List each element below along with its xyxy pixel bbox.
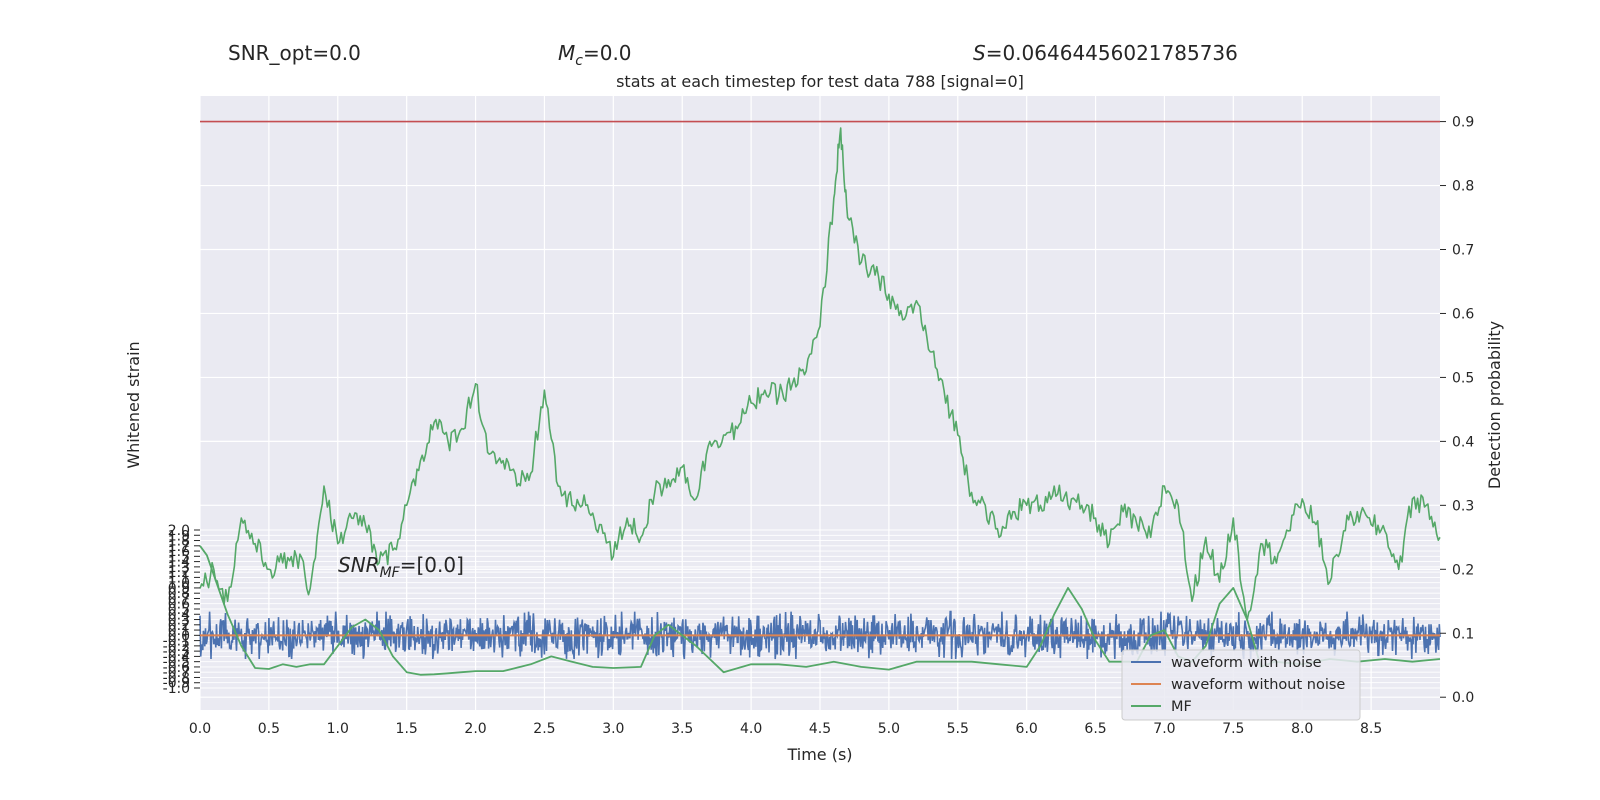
x-tick-label: 2.5 [533,721,555,737]
y-right-tick-label: 0.1 [1452,626,1474,642]
x-tick-label: 7.5 [1222,721,1244,737]
y-left-tick-label: 1.8 [168,534,190,550]
y-left-tick-label: -0.9 [163,676,190,692]
y-left-tick-label: 0.1 [168,623,190,639]
y-right-tick-label: 0.4 [1452,434,1474,450]
x-tick-label: 3.0 [602,721,624,737]
y-right-tick-label: 0.2 [1452,562,1474,578]
y-left-tick-label: -0.6 [163,660,190,676]
chirp-mass-label: Mc=0.0 [558,41,632,69]
x-tick-label: 8.5 [1360,721,1382,737]
mf-line [199,545,1441,676]
x-tick-label: 5.0 [878,721,900,737]
y-left-tick-label: 0.8 [168,586,190,602]
x-tick-label: 4.5 [809,721,831,737]
s-value-label: S=0.06464456021785736 [973,41,1238,65]
mc-symbol: M [558,41,575,65]
detection-probability-line [199,127,1441,622]
x-tick-label: 3.5 [671,721,693,737]
y-left-tick-label: 1.1 [168,570,190,586]
y-left-tick-label: -1.0 [163,681,190,697]
y-left-tick-label: -0.1 [163,634,190,650]
y-axis-left-label: Whitened strain [124,341,143,468]
y-right-tick-label: 0.6 [1452,306,1474,322]
x-tick-label: 2.0 [464,721,486,737]
x-tick-label: 4.0 [740,721,762,737]
y-left-tick-label: -0.5 [163,655,190,671]
y-left-tick-label: -0.2 [163,639,190,655]
y-left-tick-label: 1.0 [168,576,190,592]
y-left-tick-label: 0.6 [168,597,190,613]
x-tick-label: 5.5 [947,721,969,737]
y-left-tick-label: 1.3 [168,560,190,576]
x-tick-label: 1.0 [327,721,349,737]
y-left-tick-label: 1.2 [168,565,190,581]
y-left-tick-label: 1.9 [168,528,190,544]
y-left-tick-label: -0.3 [163,644,190,660]
y-left-tick-label: 0.4 [168,607,190,623]
x-axis-label: Time (s) [786,745,852,764]
y-left-tick-label: 0.7 [168,591,190,607]
snr-mf-subscript: MF [380,565,401,581]
mc-value: =0.0 [583,41,632,65]
y-right-tick-label: 0.3 [1452,498,1474,514]
y-left-tick-label: 1.6 [168,544,190,560]
x-tick-label: 7.0 [1153,721,1175,737]
axis-ticks: 0.0 0.5 1.0 1.5 2.0 2.5 3.0 3.5 4.0 4.5 5.0 5.5 6.0 6… [163,115,1475,737]
x-tick-label: 0.5 [258,721,280,737]
y-right-tick-label: 0.9 [1452,115,1474,131]
snr-mf-annotation: SNRMF=[0.0] [338,553,464,581]
y-left-tick-label: 1.7 [168,539,190,555]
series-waveform-with-noise [199,610,1441,660]
y-right-tick-label: 0.0 [1452,690,1474,706]
y-left-tick-label: -0.7 [163,665,190,681]
waveform-with-noise-line [199,610,1441,660]
y-left-tick-label: 0.5 [168,602,190,618]
x-tick-label: 1.5 [396,721,418,737]
s-value: =0.06464456021785736 [986,41,1238,65]
x-tick-label: 6.5 [1084,721,1106,737]
chart-title: stats at each timestep for test data 788… [616,72,1024,91]
x-tick-label: 0.0 [189,721,211,737]
x-tick-label: 8.0 [1291,721,1313,737]
snr-mf-prefix: SNR [338,553,380,577]
snr-mf-value: =[0.0] [400,553,464,577]
y-right-tick-label: 0.7 [1452,243,1474,259]
legend-box [1121,649,1361,721]
y-left-tick-label: 0.0 [168,628,190,644]
y-right-tick-label: 0.8 [1452,179,1474,195]
series-mf [199,545,1441,676]
y-left-tick-label: 0.3 [168,613,190,629]
legend-label-mf: MF [1171,699,1192,715]
y-left-tick-label: 1.5 [168,549,190,565]
y-left-tick-label: -0.8 [163,670,190,686]
x-tick-label: 6.0 [1016,721,1038,737]
s-symbol: S [973,41,986,65]
y-left-tick-label: 0.2 [168,618,190,634]
series-detection-probability [199,127,1441,622]
y-right-tick-label: 0.5 [1452,370,1474,386]
y-left-tick-label: 2.0 [168,523,190,539]
y-left-tick-label: 1.4 [168,555,190,571]
y-axis-right-label: Detection probability [1485,321,1504,489]
legend-label-waveform-with-noise: waveform with noise [1171,655,1322,671]
legend: waveform with noise waveform without noi… [1121,649,1361,721]
y-left-tick-label: 0.9 [168,581,190,597]
snr-opt-label: SNR_opt=0.0 [228,41,361,65]
y-left-tick-label: -0.4 [163,649,190,665]
legend-label-waveform-without-noise: waveform without noise [1171,677,1345,693]
mc-subscript: c [575,53,583,69]
